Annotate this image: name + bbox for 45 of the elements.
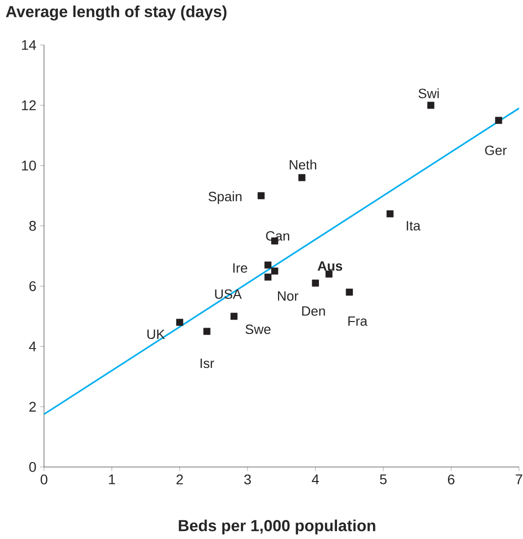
point [230,312,238,320]
annotation: Fra [348,316,368,326]
y-tick-label: 4 [29,342,36,352]
x-tick-label: 6 [448,474,454,484]
x-tick-label: 2 [176,474,183,484]
point [176,318,184,326]
point [326,270,332,278]
x-tick-label: 3 [244,474,251,484]
point [427,102,434,109]
y-tick-label: 14 [22,40,36,50]
x-tick-label: 5 [380,474,387,484]
point [264,274,272,281]
annotation: Ger [485,146,507,156]
x-tick-label: 1 [109,474,116,484]
y-tick-label: 12 [22,100,36,110]
x-axis-title: Beds per 1,000 population [178,520,376,534]
annotation: Nor [278,291,298,301]
annotation: Swe [246,324,270,334]
y-axis-title: Average length of stay (days) [6,6,226,20]
annotation: Swi [418,88,439,98]
annotation: UK [147,330,165,339]
annotation: Aus [318,261,342,271]
point [312,280,319,287]
annotation: Ita [406,221,421,230]
point [495,116,502,124]
x-tick-label: 0 [40,474,48,484]
y-tick-label: 10 [22,160,36,171]
y-tick-label: 2 [29,402,36,412]
x-tick-label: 4 [312,474,319,484]
y-tick-label: 6 [29,281,36,292]
point [298,174,306,182]
point [203,328,210,335]
annotation: Den [302,306,325,316]
y-tick-label: 0 [29,462,36,472]
annotation: Spain [208,191,242,204]
annotation: Ire [233,263,248,273]
point [258,192,265,200]
y-tick-label: 8 [29,220,36,231]
point [264,262,272,269]
point [346,288,353,296]
annotation: Neth [290,160,316,170]
point [386,210,394,218]
annotation: Isr [200,358,214,368]
point [271,268,278,275]
x-tick-label: 7 [516,474,522,484]
